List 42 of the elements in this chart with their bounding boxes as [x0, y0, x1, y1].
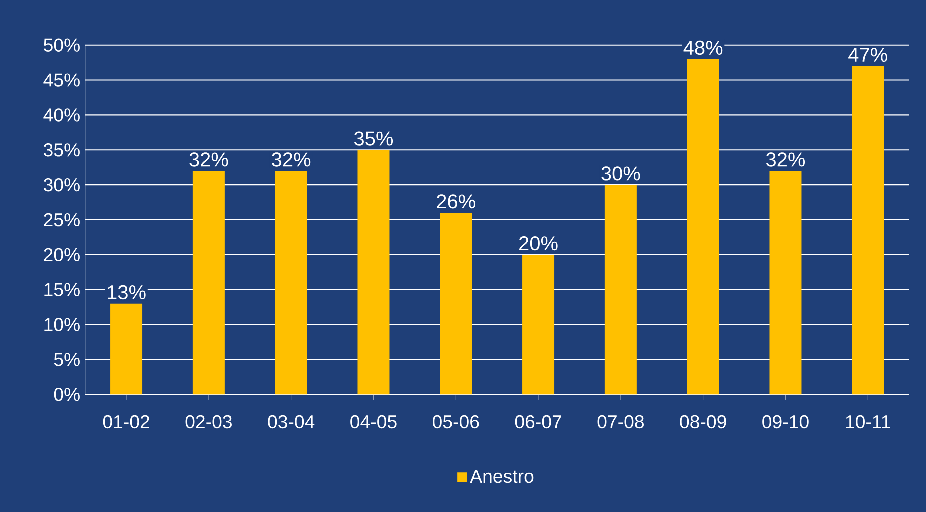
y-tick-label: 0%: [54, 388, 80, 402]
bar: [440, 213, 472, 395]
y-tick-label: 35%: [44, 144, 80, 157]
bar: [522, 254, 555, 395]
y-tick-label: 25%: [44, 213, 80, 227]
legend-label: Anestro: [470, 470, 534, 484]
data-label: 20%: [520, 236, 558, 251]
data-label: 48%: [684, 40, 723, 56]
x-tick-label: 10-11: [846, 415, 890, 429]
y-tick-label: 15%: [44, 283, 80, 296]
x-tick-label: 01-02: [103, 415, 150, 429]
y-tick-label: 40%: [44, 108, 80, 122]
data-label: 32%: [190, 152, 228, 167]
y-tick-label: 20%: [44, 248, 80, 262]
x-tick-label: 04-05: [350, 415, 397, 429]
data-label: 13%: [108, 285, 146, 300]
x-tick-label: 07-08: [598, 415, 644, 429]
bar: [604, 185, 637, 395]
bar: [852, 66, 884, 395]
data-label: 26%: [437, 194, 476, 209]
x-tick-label: 06-07: [515, 415, 562, 429]
bar: [110, 304, 143, 395]
bar: [770, 171, 802, 395]
x-tick-label: 08-09: [680, 415, 726, 429]
bar: [687, 59, 720, 395]
y-tick-label: 45%: [44, 74, 80, 87]
x-tick-label: 02-03: [186, 415, 232, 429]
data-label: 35%: [354, 132, 394, 146]
bar: [275, 171, 308, 395]
x-tick-label: 05-06: [432, 415, 480, 429]
y-tick-label: 50%: [44, 38, 80, 52]
y-tick-label: 30%: [44, 178, 80, 192]
bar: [192, 171, 225, 395]
y-tick-label: 10%: [44, 318, 80, 332]
x-tick-label: 03-04: [268, 415, 315, 429]
x-tick-label: 09-10: [762, 415, 809, 429]
data-label: 32%: [272, 152, 311, 167]
y-tick-label: 5%: [54, 353, 80, 366]
data-label: 32%: [766, 152, 806, 167]
data-label: 30%: [602, 166, 640, 181]
data-label: 47%: [848, 48, 888, 62]
bar: [358, 150, 390, 395]
